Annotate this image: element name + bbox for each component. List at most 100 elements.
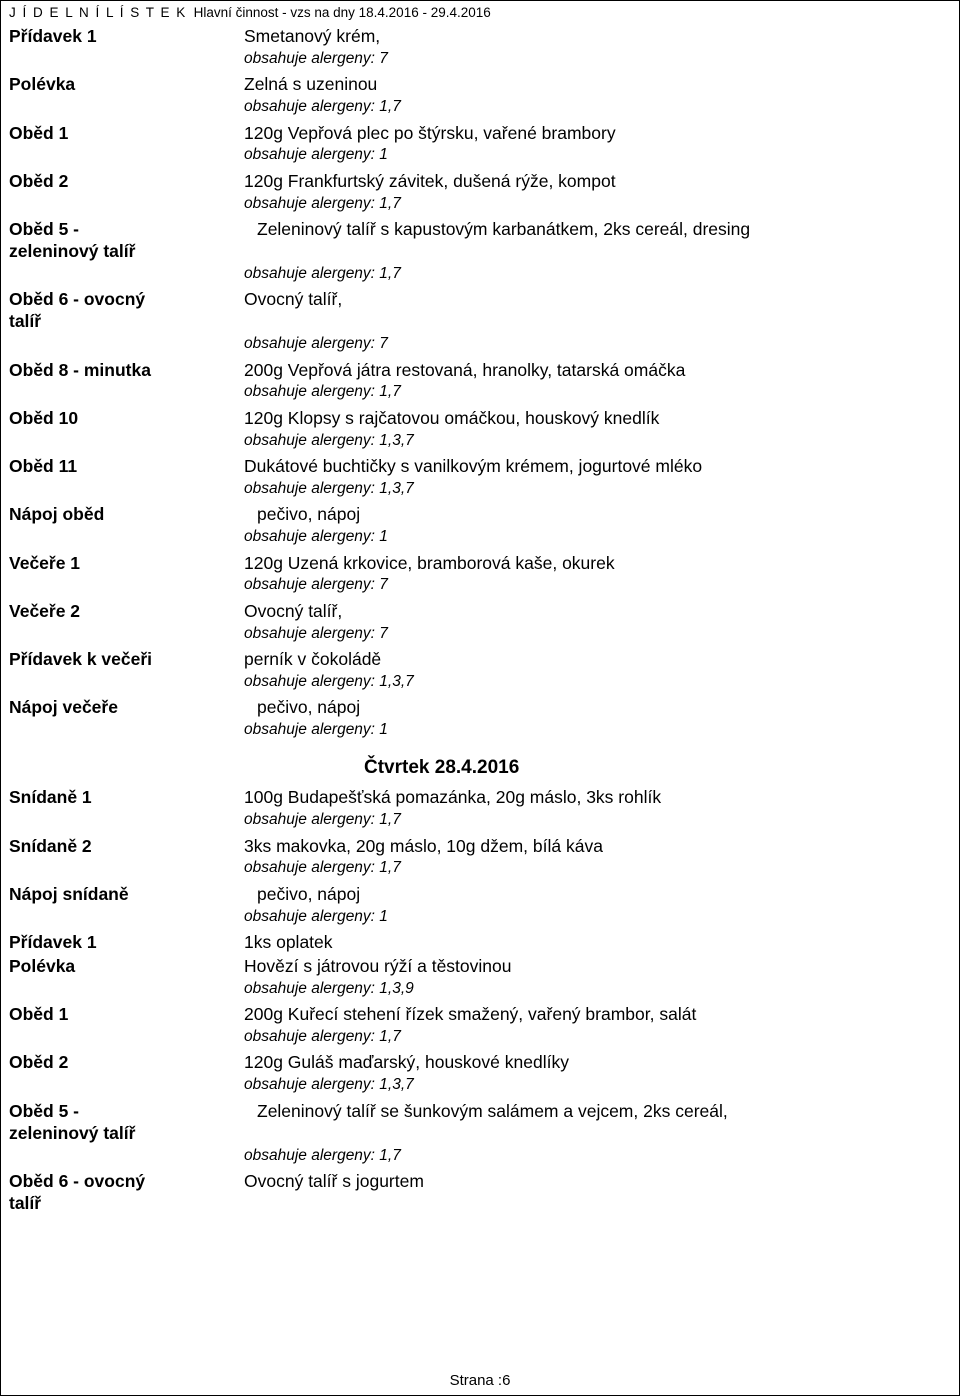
row-obed5: Oběd 5 - zeleninový talíř Zeleninový tal… [9, 219, 951, 283]
label-thu-obed5-2: zeleninový talíř [9, 1123, 244, 1145]
label-obed1: Oběd 1 [9, 123, 244, 165]
label-obed11: Oběd 11 [9, 456, 244, 498]
value-thu-snidane1: 100g Budapešťská pomazánka, 20g máslo, 3… [244, 787, 951, 809]
row-napojvecere: Nápoj večeře pečivo, nápoj obsahuje aler… [9, 697, 951, 739]
label-polevka: Polévka [9, 74, 244, 116]
alg-polevka: obsahuje alergeny: 1,7 [244, 97, 951, 116]
row-vecere1: Večeře 1 120g Uzená krkovice, bramborová… [9, 553, 951, 595]
label-obed2: Oběd 2 [9, 171, 244, 213]
label-obed10: Oběd 10 [9, 408, 244, 450]
alg-obed10: obsahuje alergeny: 1,3,7 [244, 431, 951, 450]
row-day-title: Čtvrtek 28.4.2016 [9, 746, 951, 782]
day-title: Čtvrtek 28.4.2016 [244, 756, 951, 780]
row-obed11: Oběd 11 Dukátové buchtičky s vanilkovým … [9, 456, 951, 498]
value-napojobed: pečivo, nápoj [244, 504, 951, 526]
value-obed11: Dukátové buchtičky s vanilkovým krémem, … [244, 456, 951, 478]
label-napojobed: Nápoj oběd [9, 504, 244, 546]
header-title: J Í D E L N Í L Í S T E K Hlavní činnost… [1, 1, 959, 20]
label-thu-snidane2: Snídaně 2 [9, 836, 244, 878]
row-napojobed: Nápoj oběd pečivo, nápoj obsahuje alerge… [9, 504, 951, 546]
row-pridaveckveceri: Přídavek k večeři perník v čokoládě obsa… [9, 649, 951, 691]
alg-pridaveckveceri: obsahuje alergeny: 1,3,7 [244, 672, 951, 691]
row-obed10: Oběd 10 120g Klopsy s rajčatovou omáčkou… [9, 408, 951, 450]
alg-obed1: obsahuje alergeny: 1 [244, 145, 951, 164]
value-pridavek1: Smetanový krém, [244, 26, 951, 48]
page-container: J Í D E L N Í L Í S T E K Hlavní činnost… [0, 0, 960, 1396]
content-area: Přídavek 1 Smetanový krém, obsahuje aler… [1, 26, 959, 1215]
label-obed6-1: Oběd 6 - ovocný [9, 289, 244, 311]
value-thu-napojsnidane: pečivo, nápoj [244, 884, 951, 906]
row-obed2: Oběd 2 120g Frankfurtský závitek, dušená… [9, 171, 951, 213]
row-thu-snidane1: Snídaně 1 100g Budapešťská pomazánka, 20… [9, 787, 951, 829]
value-thu-snidane2: 3ks makovka, 20g máslo, 10g džem, bílá k… [244, 836, 951, 858]
alg-thu-snidane1: obsahuje alergeny: 1,7 [244, 810, 951, 829]
row-thu-napojsnidane: Nápoj snídaně pečivo, nápoj obsahuje ale… [9, 884, 951, 926]
row-thu-obed6: Oběd 6 - ovocný talíř Ovocný talíř s jog… [9, 1171, 951, 1215]
row-polevka: Polévka Zelná s uzeninou obsahuje alerge… [9, 74, 951, 116]
row-vecere2: Večeře 2 Ovocný talíř, obsahuje alergeny… [9, 601, 951, 643]
alg-thu-snidane2: obsahuje alergeny: 1,7 [244, 858, 951, 877]
header-rest: Hlavní činnost - vzs na dny 18.4.2016 - … [194, 5, 491, 20]
alg-vecere2: obsahuje alergeny: 7 [244, 624, 951, 643]
label-vecere1: Večeře 1 [9, 553, 244, 595]
label-thu-polevka: Polévka [9, 956, 244, 998]
row-thu-obed2: Oběd 2 120g Guláš maďarský, houskové kne… [9, 1052, 951, 1094]
value-thu-polevka: Hovězí s játrovou rýží a těstovinou [244, 956, 951, 978]
label-thu-obed5-1: Oběd 5 - [9, 1101, 244, 1123]
label-vecere2: Večeře 2 [9, 601, 244, 643]
alg-pridavek1: obsahuje alergeny: 7 [244, 49, 951, 68]
alg-thu-obed5: obsahuje alergeny: 1,7 [244, 1146, 951, 1165]
page-footer: Strana :6 [1, 1372, 959, 1389]
value-thu-obed1: 200g Kuřecí stehení řízek smažený, vařen… [244, 1004, 951, 1026]
label-thu-pridavek1: Přídavek 1 [9, 932, 244, 954]
row-thu-pridavek1: Přídavek 1 1ks oplatek [9, 932, 951, 954]
value-obed6: Ovocný talíř, [244, 289, 951, 311]
value-thu-pridavek1: 1ks oplatek [244, 932, 951, 954]
label-pridaveckveceri: Přídavek k večeři [9, 649, 244, 691]
label-napojvecere: Nápoj večeře [9, 697, 244, 739]
value-obed2: 120g Frankfurtský závitek, dušená rýže, … [244, 171, 951, 193]
value-vecere1: 120g Uzená krkovice, bramborová kaše, ok… [244, 553, 951, 575]
alg-napojvecere: obsahuje alergeny: 1 [244, 720, 951, 739]
row-obed8: Oběd 8 - minutka 200g Vepřová játra rest… [9, 360, 951, 402]
alg-vecere1: obsahuje alergeny: 7 [244, 575, 951, 594]
value-obed8: 200g Vepřová játra restovaná, hranolky, … [244, 360, 951, 382]
row-obed6: Oběd 6 - ovocný talíř Ovocný talíř, obsa… [9, 289, 951, 353]
alg-obed6: obsahuje alergeny: 7 [244, 334, 951, 353]
label-thu-obed1: Oběd 1 [9, 1004, 244, 1046]
alg-napojobed: obsahuje alergeny: 1 [244, 527, 951, 546]
label-obed5-1: Oběd 5 - [9, 219, 244, 241]
label-thu-obed6-1: Oběd 6 - ovocný [9, 1171, 244, 1193]
label-obed8: Oběd 8 - minutka [9, 360, 244, 402]
alg-obed2: obsahuje alergeny: 1,7 [244, 194, 951, 213]
value-thu-obed2: 120g Guláš maďarský, houskové knedlíky [244, 1052, 951, 1074]
row-obed1: Oběd 1 120g Vepřová plec po štýrsku, vař… [9, 123, 951, 165]
alg-thu-obed1: obsahuje alergeny: 1,7 [244, 1027, 951, 1046]
label-pridavek1: Přídavek 1 [9, 26, 244, 68]
row-pridavek1: Přídavek 1 Smetanový krém, obsahuje aler… [9, 26, 951, 68]
alg-thu-obed2: obsahuje alergeny: 1,3,7 [244, 1075, 951, 1094]
value-obed5: Zeleninový talíř s kapustovým karbanátke… [244, 219, 951, 241]
value-vecere2: Ovocný talíř, [244, 601, 951, 623]
row-thu-obed1: Oběd 1 200g Kuřecí stehení řízek smažený… [9, 1004, 951, 1046]
label-thu-obed2: Oběd 2 [9, 1052, 244, 1094]
value-thu-obed5: Zeleninový talíř se šunkovým salámem a v… [244, 1101, 951, 1123]
value-napojvecere: pečivo, nápoj [244, 697, 951, 719]
row-thu-polevka: Polévka Hovězí s játrovou rýží a těstovi… [9, 956, 951, 998]
value-thu-obed6: Ovocný talíř s jogurtem [244, 1171, 951, 1193]
alg-obed8: obsahuje alergeny: 1,7 [244, 382, 951, 401]
value-obed1: 120g Vepřová plec po štýrsku, vařené bra… [244, 123, 951, 145]
row-thu-obed5: Oběd 5 - zeleninový talíř Zeleninový tal… [9, 1101, 951, 1165]
alg-obed11: obsahuje alergeny: 1,3,7 [244, 479, 951, 498]
alg-obed5: obsahuje alergeny: 1,7 [244, 264, 951, 283]
label-thu-napojsnidane: Nápoj snídaně [9, 884, 244, 926]
alg-thu-polevka: obsahuje alergeny: 1,3,9 [244, 979, 951, 998]
value-polevka: Zelná s uzeninou [244, 74, 951, 96]
value-obed10: 120g Klopsy s rajčatovou omáčkou, housko… [244, 408, 951, 430]
label-obed5-2: zeleninový talíř [9, 241, 244, 263]
label-obed6-2: talíř [9, 311, 244, 333]
value-pridaveckveceri: perník v čokoládě [244, 649, 951, 671]
header-spaced: J Í D E L N Í L Í S T E K [9, 5, 187, 20]
row-thu-snidane2: Snídaně 2 3ks makovka, 20g máslo, 10g dž… [9, 836, 951, 878]
alg-thu-napojsnidane: obsahuje alergeny: 1 [244, 907, 951, 926]
